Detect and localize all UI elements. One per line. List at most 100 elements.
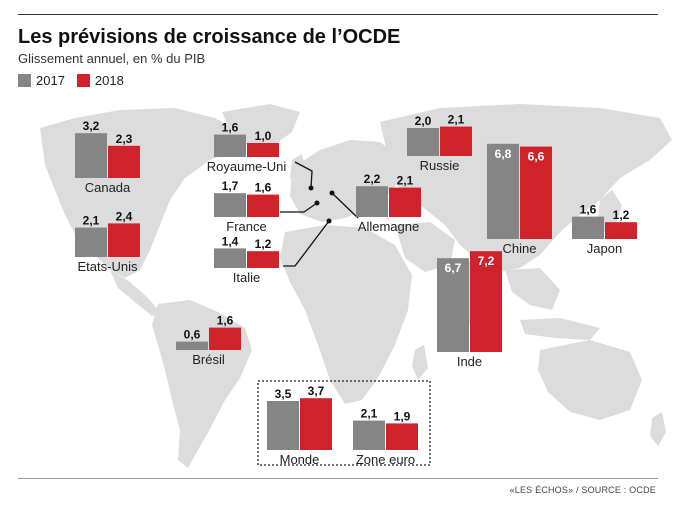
- legend-label-2018: 2018: [94, 73, 124, 88]
- bar-2018-allemagne: [389, 187, 421, 217]
- country-group-monde: 3,5 3,7 Monde: [267, 384, 332, 467]
- legend: 2017 2018: [18, 73, 136, 88]
- value-label-2018-france: 1,6: [255, 181, 272, 195]
- value-label-2018-italie: 1,2: [255, 237, 272, 251]
- value-label-2018-japon: 1,2: [613, 208, 630, 222]
- bar-2018-etats-unis: [108, 223, 140, 257]
- bar-2017-chine: [487, 143, 519, 239]
- value-label-2017-inde: 6,7: [445, 261, 462, 275]
- value-label-2017-royaume-uni: 1,6: [222, 121, 239, 135]
- bar-2017-russie: [407, 128, 439, 156]
- country-label-bresil: Brésil: [192, 352, 225, 367]
- value-label-2018-russie: 2,1: [448, 113, 465, 127]
- world-eurozone-box: [257, 380, 431, 466]
- bar-2018-bresil: [209, 327, 241, 350]
- legend-item-2018: 2018: [76, 73, 124, 88]
- value-label-2018-bresil: 1,6: [217, 314, 234, 328]
- country-label-zone-euro: Zone euro: [356, 452, 415, 467]
- country-group-france: 1,7 1,6 France: [214, 179, 279, 234]
- leader-dot-italie: [326, 218, 332, 224]
- bar-2018-royaume-uni: [247, 143, 279, 157]
- value-label-2017-canada: 3,2: [83, 119, 100, 133]
- leader-lines: [280, 161, 359, 267]
- bar-2017-japon: [572, 216, 604, 239]
- country-group-chine: 6,8 6,6 Chine: [487, 143, 552, 256]
- chart-subtitle: Glissement annuel, en % du PIB: [18, 51, 206, 66]
- country-label-france: France: [226, 219, 266, 234]
- country-label-canada: Canada: [85, 180, 131, 195]
- bar-2017-royaume-uni: [214, 134, 246, 157]
- leader-line-royaume-uni: [294, 161, 313, 189]
- source-note: «LES ÉCHOS» / SOURCE : OCDE: [509, 485, 656, 495]
- bar-2017-italie: [214, 248, 246, 268]
- value-label-2017-italie: 1,4: [222, 234, 239, 248]
- leader-dot-france: [314, 200, 320, 206]
- bar-2018-zone-euro: [386, 423, 418, 450]
- value-label-2018-inde: 7,2: [478, 254, 495, 268]
- value-label-2018-chine: 6,6: [528, 150, 545, 164]
- legend-item-2017: 2017: [18, 73, 65, 88]
- value-label-2017-etats-unis: 2,1: [83, 214, 100, 228]
- value-label-2017-japon: 1,6: [580, 203, 597, 217]
- legend-swatch-2018: [76, 74, 90, 87]
- country-label-japon: Japon: [587, 241, 622, 256]
- value-label-2018-zone-euro: 1,9: [394, 409, 411, 423]
- value-label-2017-russie: 2,0: [415, 114, 432, 128]
- bar-2018-italie: [247, 251, 279, 268]
- bar-2017-canada: [75, 133, 107, 178]
- country-label-monde: Monde: [280, 452, 320, 467]
- leader-line-allemagne: [331, 192, 359, 219]
- value-label-2018-royaume-uni: 1,0: [255, 129, 272, 143]
- value-label-2017-bresil: 0,6: [184, 328, 201, 342]
- country-label-inde: Inde: [457, 354, 482, 369]
- value-label-2017-allemagne: 2,2: [364, 172, 381, 186]
- bar-2017-monde: [267, 401, 299, 450]
- value-label-2017-zone-euro: 2,1: [361, 407, 378, 421]
- country-group-etats-unis: 2,1 2,4 Etats-Unis: [75, 209, 140, 274]
- bar-2018-japon: [605, 222, 637, 239]
- legend-label-2017: 2017: [36, 73, 65, 88]
- legend-swatch-2017: [18, 74, 31, 87]
- top-rule: [18, 14, 658, 15]
- bar-2017-etats-unis: [75, 227, 107, 257]
- leader-line-france: [280, 202, 318, 213]
- country-group-inde: 6,7 7,2 Inde: [437, 251, 502, 369]
- bar-2017-france: [214, 193, 246, 217]
- country-group-italie: 1,4 1,2 Italie: [214, 234, 279, 285]
- value-label-2018-monde: 3,7: [308, 384, 325, 398]
- chart-title: Les prévisions de croissance de l’OCDE: [18, 26, 401, 48]
- value-label-2017-france: 1,7: [222, 179, 239, 193]
- country-label-russie: Russie: [420, 158, 460, 173]
- bar-2018-inde: [470, 251, 502, 352]
- bar-2018-monde: [300, 398, 332, 450]
- bar-2017-bresil: [176, 341, 208, 350]
- country-label-italie: Italie: [233, 270, 260, 285]
- value-label-2017-monde: 3,5: [275, 387, 292, 401]
- value-label-2018-canada: 2,3: [116, 132, 133, 146]
- leader-dot-royaume-uni: [308, 185, 314, 191]
- bar-2018-canada: [108, 145, 140, 178]
- bar-2017-inde: [437, 258, 469, 352]
- bar-2017-allemagne: [356, 186, 388, 217]
- country-group-zone-euro: 2,1 1,9 Zone euro: [353, 407, 418, 467]
- bar-2017-zone-euro: [353, 420, 385, 450]
- country-group-bresil: 0,6 1,6 Brésil: [176, 314, 241, 367]
- country-group-russie: 2,0 2,1 Russie: [407, 113, 472, 173]
- country-label-royaume-uni: Royaume-Uni: [207, 159, 287, 174]
- value-label-2017-chine: 6,8: [495, 147, 512, 161]
- country-label-chine: Chine: [503, 241, 537, 256]
- country-label-allemagne: Allemagne: [358, 219, 419, 234]
- value-label-2018-allemagne: 2,1: [397, 174, 414, 188]
- country-group-canada: 3,2 2,3 Canada: [75, 119, 140, 195]
- leader-line-italie: [283, 220, 330, 267]
- bottom-rule: [18, 478, 658, 479]
- bar-2018-chine: [520, 146, 552, 239]
- country-group-japon: 1,6 1,2 Japon: [572, 203, 637, 256]
- value-label-2018-etats-unis: 2,4: [116, 209, 133, 223]
- bar-2018-france: [247, 194, 279, 217]
- country-group-allemagne: 2,2 2,1 Allemagne: [356, 172, 421, 234]
- bar-2018-russie: [440, 126, 472, 156]
- country-label-etats-unis: Etats-Unis: [78, 259, 138, 274]
- country-group-royaume-uni: 1,6 1,0 Royaume-Uni: [207, 121, 287, 174]
